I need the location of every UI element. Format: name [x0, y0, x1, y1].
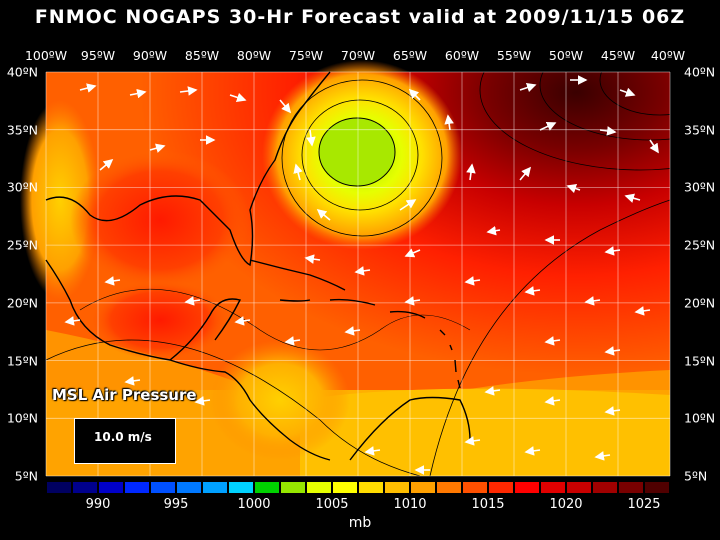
lon-label: 80ºW: [236, 48, 272, 63]
scale-label: 1025: [627, 497, 661, 512]
scale-swatch: [254, 481, 280, 494]
lat-label: 10ºN: [6, 410, 38, 426]
lon-label: 50ºW: [548, 48, 584, 63]
scale-swatch: [644, 481, 670, 494]
scale-swatch: [280, 481, 306, 494]
scale-units: mb: [348, 515, 372, 531]
low-south: [210, 340, 350, 460]
scale-label: 1005: [315, 497, 349, 512]
pressure-color-scale: [46, 481, 670, 495]
scale-swatch: [384, 481, 410, 494]
vector-legend-label: 10.0 m/s: [94, 430, 152, 444]
lon-label: 95ºW: [80, 48, 116, 63]
scale-swatch: [332, 481, 358, 494]
scale-swatch: [228, 481, 254, 494]
lon-label: 100ºW: [24, 48, 68, 63]
scale-swatch: [150, 481, 176, 494]
vector-legend-box: [74, 418, 176, 464]
scale-label: 1000: [237, 497, 271, 512]
scale-swatch: [514, 481, 540, 494]
field-label: MSL Air Pressure: [52, 386, 197, 404]
lat-label: 35ºN: [684, 122, 716, 138]
coastlines: [45, 71, 471, 461]
scale-swatch: [462, 481, 488, 494]
lat-label: 15ºN: [684, 353, 716, 369]
chart-title: FNMOC NOGAPS 30-Hr Forecast valid at 200…: [34, 6, 686, 28]
lon-label: 90ºW: [132, 48, 168, 63]
lat-label: 5ºN: [684, 468, 708, 484]
lat-label: 30ºN: [684, 179, 716, 195]
lon-label: 55ºW: [496, 48, 532, 63]
scale-label: 995: [163, 497, 189, 512]
scale-swatch: [566, 481, 592, 494]
wind-vectors: [64, 75, 659, 475]
scale-swatch: [306, 481, 332, 494]
lat-label: 40ºN: [684, 64, 716, 80]
lon-label: 85ºW: [184, 48, 220, 63]
lat-label: 25ºN: [6, 237, 38, 253]
scale-swatch: [540, 481, 566, 494]
lon-label: 75ºW: [288, 48, 324, 63]
scale-label: 990: [85, 497, 111, 512]
lon-label: 45ºW: [600, 48, 636, 63]
scale-swatch: [176, 481, 202, 494]
lat-label: 10ºN: [684, 410, 716, 426]
lon-label: 40ºW: [650, 48, 686, 63]
scale-swatch: [488, 481, 514, 494]
lat-label: 35ºN: [6, 122, 38, 138]
scale-label: 1010: [393, 497, 427, 512]
scale-swatch: [436, 481, 462, 494]
scale-label: 1020: [549, 497, 583, 512]
scale-swatch: [618, 481, 644, 494]
scale-swatch: [358, 481, 384, 494]
scale-swatch: [46, 481, 72, 494]
gulf-high: [70, 150, 250, 290]
scale-swatch: [592, 481, 618, 494]
scale-label: 1015: [471, 497, 505, 512]
scale-swatch: [72, 481, 98, 494]
longitude-axis: 100ºW 95ºW 90ºW 85ºW 80ºW 75ºW 70ºW 65ºW…: [0, 48, 720, 66]
lon-label: 60ºW: [444, 48, 480, 63]
lat-label: 20ºN: [6, 295, 38, 311]
scale-swatch: [98, 481, 124, 494]
scale-swatch: [410, 481, 436, 494]
lon-label: 65ºW: [392, 48, 428, 63]
lat-label: 25ºN: [684, 237, 716, 253]
scale-swatch: [202, 481, 228, 494]
lat-label: 5ºN: [14, 468, 38, 484]
lat-label: 15ºN: [6, 353, 38, 369]
scale-swatch: [124, 481, 150, 494]
lon-label: 70ºW: [340, 48, 376, 63]
lat-label: 30ºN: [6, 179, 38, 195]
lat-label: 20ºN: [684, 295, 716, 311]
lat-label: 40ºN: [6, 64, 38, 80]
